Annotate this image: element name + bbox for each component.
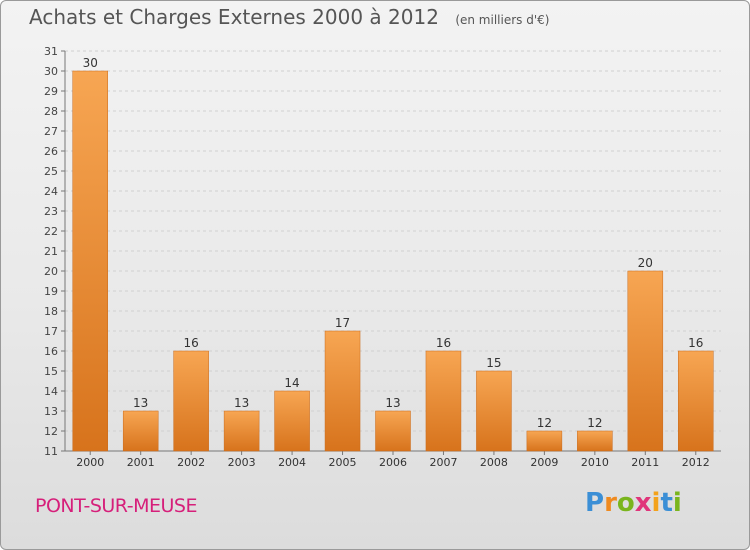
logo-letter: i: [672, 488, 682, 518]
bar-value-label: 13: [234, 396, 249, 410]
axes: [61, 50, 721, 455]
y-tick-label: 27: [44, 125, 58, 138]
x-tick-label: 2006: [379, 456, 407, 469]
bar-value-label: 12: [537, 416, 552, 430]
bar: [678, 350, 714, 452]
y-tick-label: 24: [44, 185, 58, 198]
y-tick-label: 19: [44, 285, 58, 298]
x-tick-label: 2005: [329, 456, 357, 469]
y-tick-label: 23: [44, 205, 58, 218]
bar: [476, 370, 512, 452]
bar: [223, 410, 260, 452]
bar-value-label: 16: [436, 336, 451, 350]
bar: [526, 430, 563, 452]
bar-value-label: 12: [587, 416, 602, 430]
bar-value-label: 16: [184, 336, 199, 350]
y-tick-label: 26: [44, 145, 58, 158]
bar: [173, 350, 209, 452]
y-tick-label: 20: [44, 265, 58, 278]
proxiti-logo: Proxiti: [585, 488, 682, 518]
grid-lines: [65, 50, 721, 452]
x-tick-label: 2012: [682, 456, 710, 469]
bar-value-label: 14: [284, 376, 299, 390]
bar-value-label: 17: [335, 316, 350, 330]
y-tick-label: 11: [44, 445, 58, 458]
x-tick-label: 2001: [127, 456, 155, 469]
y-tick-label: 17: [44, 325, 58, 338]
place-name: PONT-SUR-MEUSE: [35, 495, 197, 517]
logo-letter: r: [604, 488, 617, 518]
y-tick-label: 15: [44, 365, 58, 378]
y-tick-label: 21: [44, 245, 58, 258]
bar-value-label: 15: [486, 356, 501, 370]
bar: [72, 70, 108, 452]
bar-value-label: 20: [638, 256, 653, 270]
y-tick-label: 18: [44, 305, 58, 318]
logo-letter: t: [660, 488, 673, 518]
bar: [122, 410, 159, 452]
x-tick-label: 2008: [480, 456, 508, 469]
bar: [425, 350, 462, 452]
x-tick-label: 2007: [429, 456, 457, 469]
x-tick-label: 2004: [278, 456, 306, 469]
y-tick-label: 25: [44, 165, 58, 178]
bars: [72, 70, 714, 452]
bar: [627, 270, 664, 452]
bar-value-label: 13: [133, 396, 148, 410]
y-tick-label: 16: [44, 345, 58, 358]
x-tick-label: 2003: [228, 456, 256, 469]
bar-value-label: 16: [688, 336, 703, 350]
y-tick-label: 14: [44, 385, 58, 398]
x-tick-label: 2002: [177, 456, 205, 469]
bar: [274, 390, 310, 452]
labels: 11 12 13 14 15 16 17 18 19 20 21 22 23 24 25 26 27 28 29 30…: [44, 45, 710, 469]
chart-title-text: Achats et Charges Externes 2000 à 2012: [29, 5, 439, 29]
logo-letter: i: [651, 488, 661, 518]
y-tick-label: 31: [44, 45, 58, 58]
x-tick-label: 2009: [530, 456, 558, 469]
chart-title: Achats et Charges Externes 2000 à 2012 (…: [29, 5, 549, 29]
bar-value-label: 13: [385, 396, 400, 410]
x-tick-label: 2000: [76, 456, 104, 469]
chart-subtitle: (en milliers d'€): [455, 13, 550, 27]
bar: [324, 330, 361, 452]
y-tick-label: 29: [44, 85, 58, 98]
logo-letter: P: [585, 488, 605, 518]
y-tick-label: 13: [44, 405, 58, 418]
bar-value-label: 30: [83, 56, 98, 70]
y-tick-label: 28: [44, 105, 58, 118]
logo-letter: o: [616, 488, 635, 518]
y-tick-label: 12: [44, 425, 58, 438]
x-tick-label: 2010: [581, 456, 609, 469]
y-tick-label: 22: [44, 225, 58, 238]
x-tick-label: 2011: [631, 456, 659, 469]
bar: [375, 410, 411, 452]
logo-letter: x: [634, 488, 652, 518]
bar: [577, 430, 613, 452]
y-tick-label: 30: [44, 65, 58, 78]
